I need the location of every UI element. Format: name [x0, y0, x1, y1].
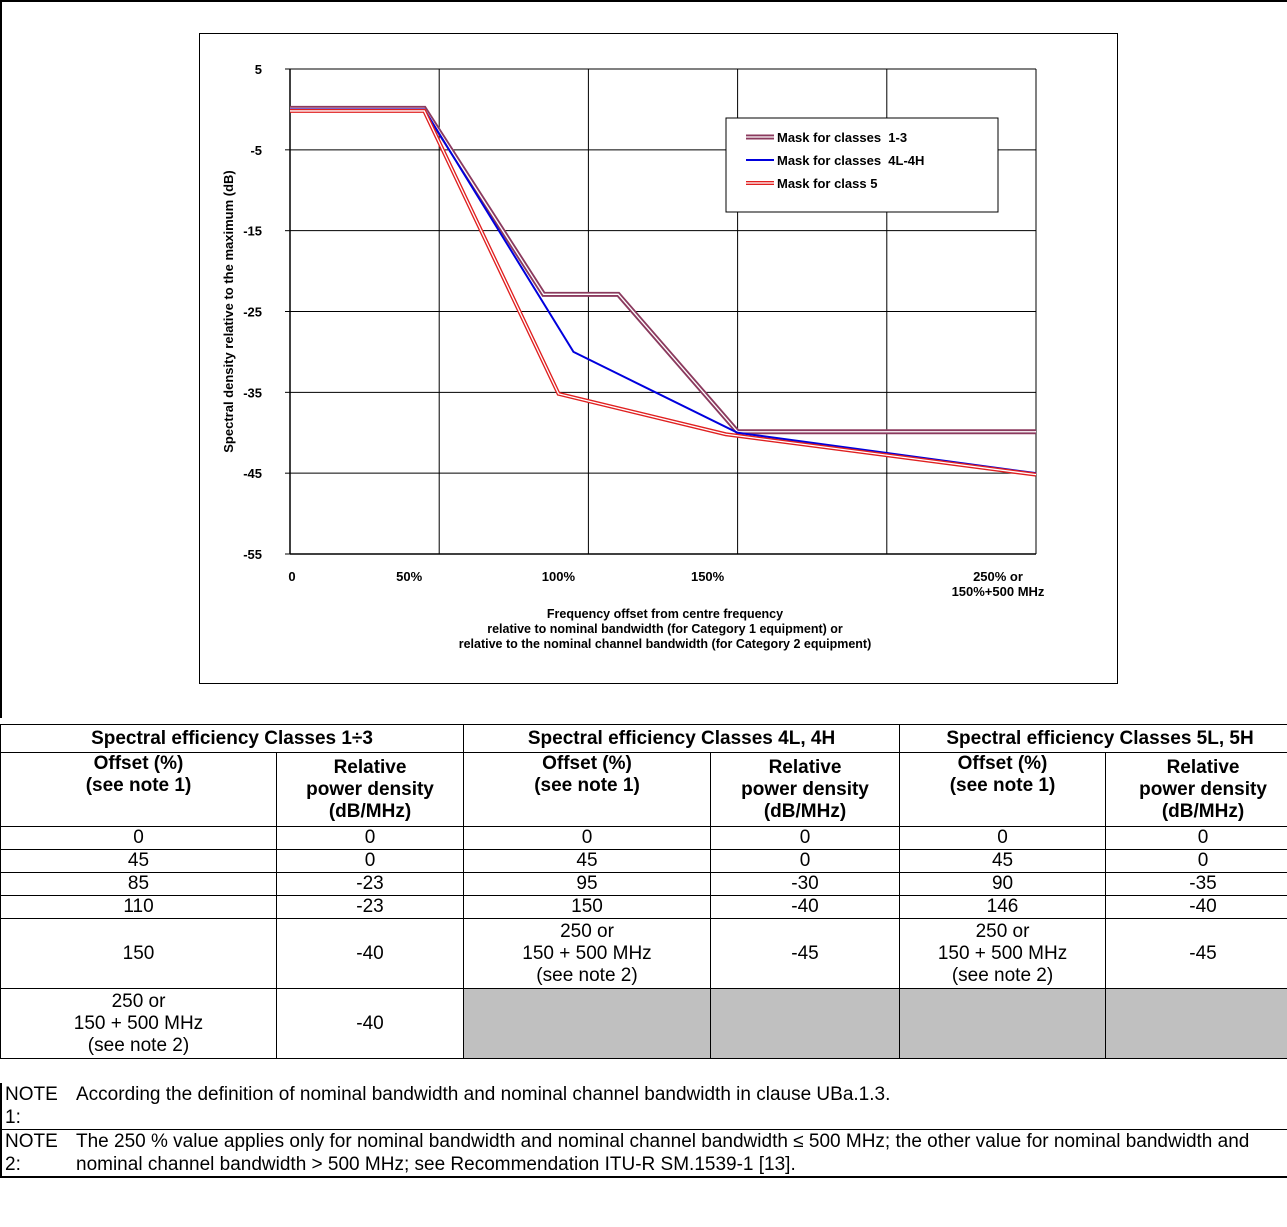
y-tick-label: -55 [243, 547, 262, 562]
table-cell: -40 [276, 988, 464, 1059]
table-cell: -45 [709, 918, 901, 989]
group-header-4l-4h: Spectral efficiency Classes 4L, 4H [462, 724, 901, 753]
x-tick-label: 150%+500 MHz [952, 584, 1045, 599]
y-tick-label: 5 [255, 62, 262, 77]
legend-label: Mask for classes 4L-4H [777, 153, 924, 168]
legend-box [725, 117, 999, 213]
x-tick-label: 150% [691, 569, 725, 584]
x-tick-label: 250% or [973, 569, 1023, 584]
table-cell: 0 [709, 826, 901, 850]
offset-header: Offset (%) (see note 1) [0, 752, 277, 827]
y-tick-label: -5 [250, 143, 262, 158]
table-cell: 150 [463, 895, 711, 919]
table-cell: -40 [709, 895, 901, 919]
x-tick-label: 0 [288, 569, 295, 584]
table-cell: 0 [0, 826, 277, 850]
table-cell: 0 [276, 826, 464, 850]
spectrum-mask-chart: 5 -5 -15 -25 -35 -45 -55 0 50% 100% 150% 250% or150… [221, 62, 1045, 651]
offset-header: Offset (%) (see note 1) [463, 752, 711, 827]
table-cell: 0 [709, 849, 901, 873]
x-axis-label: Frequency offset from centre frequency [547, 607, 783, 621]
table-cell: 90 [899, 872, 1107, 896]
note-2: NOTE 2: The 250 % value applies only for… [2, 1129, 1287, 1176]
table-cell: 150 [0, 918, 277, 989]
table-cell: 250 or 150 + 500 MHz (see note 2) [463, 918, 711, 989]
series-line-5-inner [290, 110, 1037, 476]
mask-table: Spectral efficiency Classes 1÷3 Spectral… [0, 724, 1287, 1059]
table-cell: 45 [463, 849, 711, 873]
table-notes: NOTE 1: According the definition of nomi… [0, 1083, 1287, 1178]
table-cell: -45 [1105, 918, 1287, 989]
note-text: According the definition of nominal band… [76, 1084, 891, 1105]
table-cell: 45 [0, 849, 277, 873]
y-tick-label: -25 [243, 305, 262, 320]
table-cell: 110 [0, 895, 277, 919]
table-cell: 250 or 150 + 500 MHz (see note 2) [899, 918, 1107, 989]
power-header: Relative power density (dB/MHz) [1105, 752, 1287, 827]
note-label: NOTE 2: [5, 1131, 58, 1175]
table-cell: 45 [899, 849, 1107, 873]
chart-container: 5 -5 -15 -25 -35 -45 -55 0 50% 100% 150% 250% or 150… [199, 33, 1118, 684]
figure-frame: 5 -5 -15 -25 -35 -45 -55 0 50% 100% 150% 250% or 150… [0, 0, 1287, 718]
y-axis-label: Spectral density relative to the maximum… [221, 170, 236, 452]
empty-cell [709, 988, 901, 1059]
power-header: Relative power density (dB/MHz) [709, 752, 901, 827]
table-cell: 250 or 150 + 500 MHz (see note 2) [0, 988, 277, 1059]
x-tick-label: 50% [396, 569, 422, 584]
table-cell: 0 [1105, 849, 1287, 873]
group-header-1-3: Spectral efficiency Classes 1÷3 [0, 724, 464, 753]
y-tick-label: -15 [243, 224, 262, 239]
table-cell: 0 [1105, 826, 1287, 850]
table-row: 85 -23 95 -30 90 -35 [0, 872, 1287, 896]
table-row: 250 or 150 + 500 MHz (see note 2) -40 [0, 988, 1287, 1059]
table-cell: -35 [1105, 872, 1287, 896]
table-cell: -40 [1105, 895, 1287, 919]
y-tick-label: -35 [243, 385, 262, 400]
table-cell: -23 [276, 872, 464, 896]
empty-cell [463, 988, 711, 1059]
table-cell: 95 [463, 872, 711, 896]
legend-label: Mask for class 5 [777, 176, 877, 191]
empty-cell [1105, 988, 1287, 1059]
offset-header: Offset (%) (see note 1) [899, 752, 1107, 827]
table-row: 150 -40 250 or 150 + 500 MHz (see note 2) … [0, 918, 1287, 989]
table-cell: 146 [899, 895, 1107, 919]
table-cell: -30 [709, 872, 901, 896]
table-cell: -23 [276, 895, 464, 919]
table-cell: 0 [276, 849, 464, 873]
empty-cell [899, 988, 1107, 1059]
table-row: 45 0 45 0 45 0 [0, 849, 1287, 873]
x-axis-label: relative to the nominal channel bandwidt… [459, 637, 872, 651]
power-header: Relative power density (dB/MHz) [276, 752, 464, 827]
x-tick-label: 100% [542, 569, 576, 584]
table-cell: 0 [899, 826, 1107, 850]
x-axis-label: relative to nominal bandwidth (for Categ… [487, 622, 843, 636]
table-cell: -40 [276, 918, 464, 989]
legend-label: Mask for classes 1-3 [777, 130, 907, 145]
note-text: The 250 % value applies only for nominal… [76, 1131, 1250, 1175]
y-tick-label: -45 [243, 466, 262, 481]
table-row: 0 0 0 0 0 0 [0, 826, 1287, 850]
table-cell: 0 [463, 826, 711, 850]
table-cell: 85 [0, 872, 277, 896]
table-row: 110 -23 150 -40 146 -40 [0, 895, 1287, 919]
group-header-5l-5h: Spectral efficiency Classes 5L, 5H [899, 724, 1287, 753]
note-label: NOTE 1: [5, 1084, 58, 1128]
note-1: NOTE 1: According the definition of nomi… [2, 1083, 1287, 1129]
